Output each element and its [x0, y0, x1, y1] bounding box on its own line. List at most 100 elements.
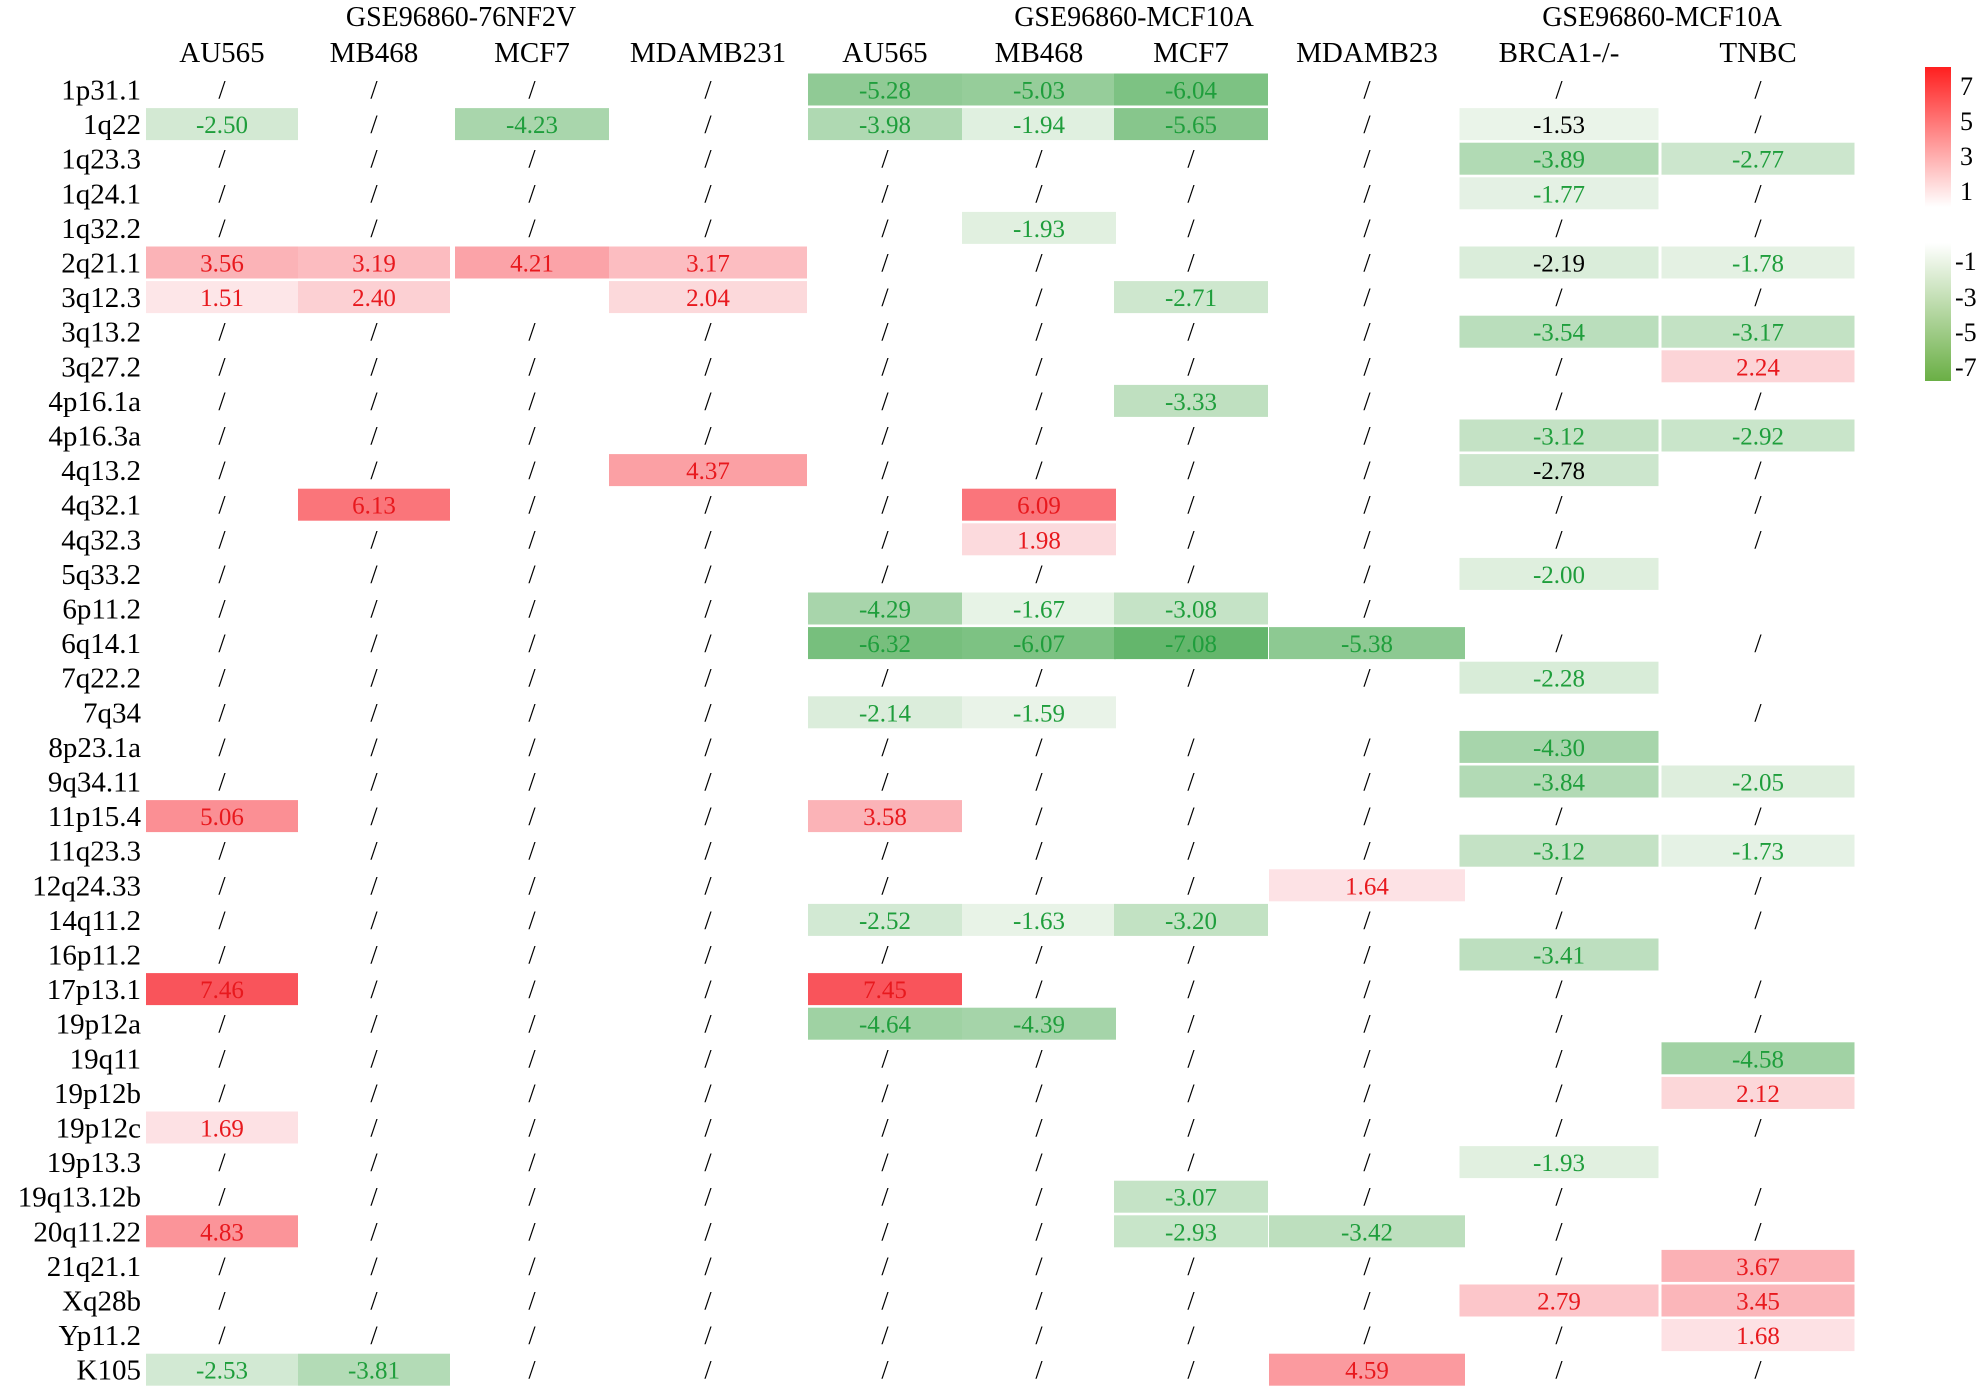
heatmap-cell-1-8	[1459, 108, 1659, 141]
cell-empty-25-5: /	[1035, 941, 1043, 970]
cell-value-2-8: -3.89	[1533, 147, 1585, 174]
row-label-9q34.11: 9q34.11	[48, 767, 141, 799]
row-label-Yp11.2: Yp11.2	[59, 1320, 141, 1352]
cell-empty-24-8: /	[1555, 906, 1563, 935]
heatmap-cell-14-8	[1459, 557, 1659, 590]
cell-empty-3-9: /	[1754, 179, 1762, 208]
cell-empty-3-4: /	[881, 179, 889, 208]
cell-empty-26-7: /	[1363, 975, 1371, 1004]
row-label-1q24.1: 1q24.1	[61, 178, 141, 210]
cell-empty-37-4: /	[881, 1356, 889, 1385]
cell-empty-21-8: /	[1555, 802, 1563, 831]
cell-empty-23-9: /	[1754, 871, 1762, 900]
heatmap-cell-19-8	[1459, 730, 1659, 763]
row-label-4q32.1: 4q32.1	[61, 490, 141, 522]
row-label-19p13.3: 19p13.3	[47, 1147, 141, 1179]
cell-empty-19-6: /	[1187, 733, 1195, 762]
cell-empty-20-1: /	[370, 768, 378, 797]
cell-empty-15-2: /	[528, 595, 536, 624]
cell-empty-34-0: /	[218, 1252, 226, 1281]
cell-value-4-5: -1.93	[1013, 216, 1065, 243]
cell-empty-36-6: /	[1187, 1321, 1195, 1350]
cell-value-0-6: -6.04	[1165, 78, 1218, 105]
heatmap-cell-1-0	[146, 108, 298, 141]
heatmap-cell-29-9	[1661, 1076, 1855, 1109]
heatmap-cell-18-5	[962, 696, 1116, 729]
heatmap-cell-18-4	[808, 696, 962, 729]
cell-empty-4-3: /	[704, 214, 712, 243]
cell-empty-37-6: /	[1187, 1356, 1195, 1385]
cell-empty-14-4: /	[881, 560, 889, 589]
cell-value-21-0: 5.06	[200, 804, 244, 831]
row-label-11p15.4: 11p15.4	[48, 801, 142, 833]
cell-empty-22-1: /	[370, 837, 378, 866]
heatmap-cell-6-0	[146, 281, 298, 314]
row-label-12q24.33: 12q24.33	[32, 870, 141, 902]
cell-empty-18-0: /	[218, 698, 226, 727]
cell-empty-16-2: /	[528, 629, 536, 658]
cell-empty-12-7: /	[1363, 491, 1371, 520]
cell-value-3-8: -1.77	[1533, 181, 1585, 208]
cell-empty-2-0: /	[218, 145, 226, 174]
legend-tick-positive-1: 5	[1960, 107, 1973, 136]
cell-empty-25-6: /	[1187, 941, 1195, 970]
row-label-19p12c: 19p12c	[56, 1113, 141, 1145]
cell-empty-23-6: /	[1187, 871, 1195, 900]
heatmap-cell-10-8	[1459, 419, 1659, 452]
heatmap-cell-6-3	[609, 281, 807, 314]
cell-empty-10-7: /	[1363, 422, 1371, 451]
cell-value-5-0: 3.56	[200, 251, 244, 278]
heatmap-cell-34-9	[1661, 1249, 1855, 1282]
cell-empty-8-5: /	[1035, 352, 1043, 381]
column-header-0: AU565	[179, 37, 264, 69]
cell-empty-32-2: /	[528, 1183, 536, 1212]
legend-tick-negative-3: -7	[1955, 353, 1977, 382]
cell-value-5-1: 3.19	[352, 251, 396, 278]
heatmap-cell-20-9	[1661, 765, 1855, 798]
cell-value-19-8: -4.30	[1533, 735, 1585, 762]
cell-empty-15-1: /	[370, 595, 378, 624]
cell-value-26-4: 7.45	[863, 977, 907, 1004]
cell-empty-33-9: /	[1754, 1217, 1762, 1246]
row-label-21q21.1: 21q21.1	[47, 1251, 141, 1283]
cell-empty-14-5: /	[1035, 560, 1043, 589]
heatmap-cell-1-4	[808, 108, 962, 141]
cell-empty-36-3: /	[704, 1321, 712, 1350]
cell-empty-3-5: /	[1035, 179, 1043, 208]
cell-value-35-9: 3.45	[1736, 1289, 1780, 1316]
cell-value-0-5: -5.03	[1013, 78, 1065, 105]
group-header-1: GSE96860-MCF10A	[1014, 2, 1254, 33]
cell-value-30-0: 1.69	[200, 1116, 244, 1143]
cell-empty-20-5: /	[1035, 768, 1043, 797]
cell-empty-3-7: /	[1363, 179, 1371, 208]
cell-empty-29-7: /	[1363, 1079, 1371, 1108]
cell-empty-10-5: /	[1035, 422, 1043, 451]
cell-empty-7-0: /	[218, 318, 226, 347]
column-header-7: MDAMB23	[1296, 37, 1438, 69]
cell-value-1-8: -1.53	[1533, 112, 1585, 139]
cell-empty-8-2: /	[528, 352, 536, 381]
cell-value-16-7: -5.38	[1341, 631, 1393, 658]
cell-empty-21-7: /	[1363, 802, 1371, 831]
row-label-11q23.3: 11q23.3	[48, 836, 141, 868]
cell-empty-4-2: /	[528, 214, 536, 243]
row-label-4p16.3a: 4p16.3a	[48, 421, 141, 453]
cell-empty-35-3: /	[704, 1287, 712, 1316]
cell-empty-7-2: /	[528, 318, 536, 347]
cell-empty-11-0: /	[218, 456, 226, 485]
cell-value-16-4: -6.32	[859, 631, 911, 658]
cell-empty-15-0: /	[218, 595, 226, 624]
heatmap-cell-33-6	[1114, 1215, 1268, 1248]
cell-empty-23-0: /	[218, 871, 226, 900]
cell-empty-25-0: /	[218, 941, 226, 970]
cell-value-37-7: 4.59	[1345, 1358, 1389, 1385]
cell-empty-0-1: /	[370, 76, 378, 105]
heatmap-cell-27-4	[808, 1007, 962, 1040]
cell-empty-31-3: /	[704, 1148, 712, 1177]
cell-empty-12-2: /	[528, 491, 536, 520]
cell-empty-23-4: /	[881, 871, 889, 900]
cell-empty-10-4: /	[881, 422, 889, 451]
cell-empty-23-1: /	[370, 871, 378, 900]
cell-empty-11-4: /	[881, 456, 889, 485]
cell-empty-9-9: /	[1754, 387, 1762, 416]
